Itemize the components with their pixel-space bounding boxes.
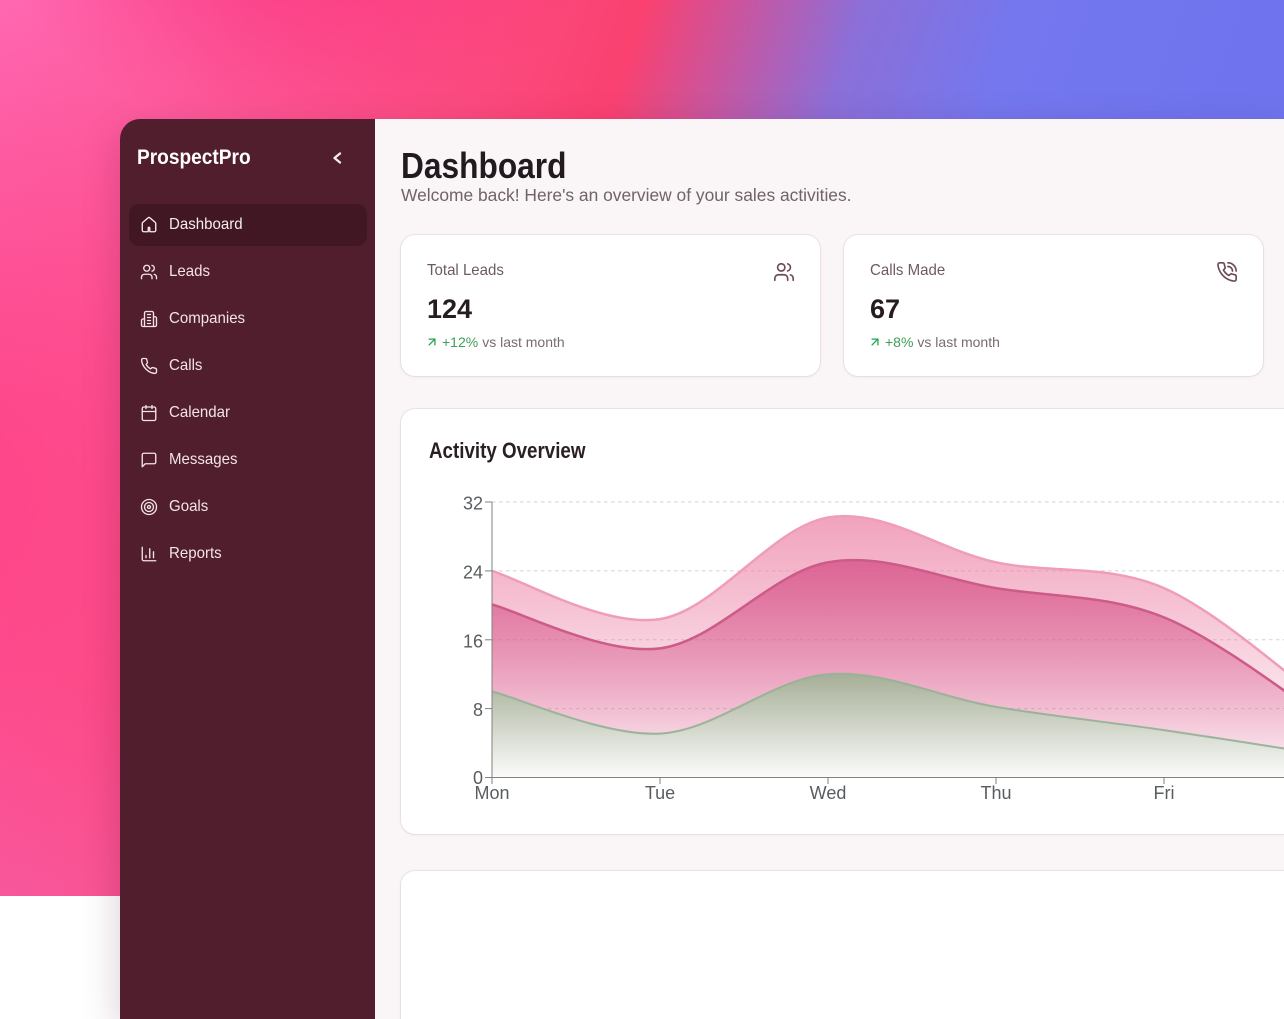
svg-text:Wed: Wed	[810, 783, 847, 803]
svg-text:8: 8	[473, 700, 483, 720]
svg-text:Fri: Fri	[1154, 783, 1175, 803]
svg-text:0: 0	[473, 768, 483, 788]
svg-text:Mon: Mon	[474, 783, 509, 803]
svg-text:Tue: Tue	[645, 783, 675, 803]
svg-text:16: 16	[463, 631, 483, 651]
svg-text:32: 32	[463, 494, 483, 514]
svg-text:24: 24	[463, 562, 483, 582]
svg-text:Thu: Thu	[980, 783, 1011, 803]
